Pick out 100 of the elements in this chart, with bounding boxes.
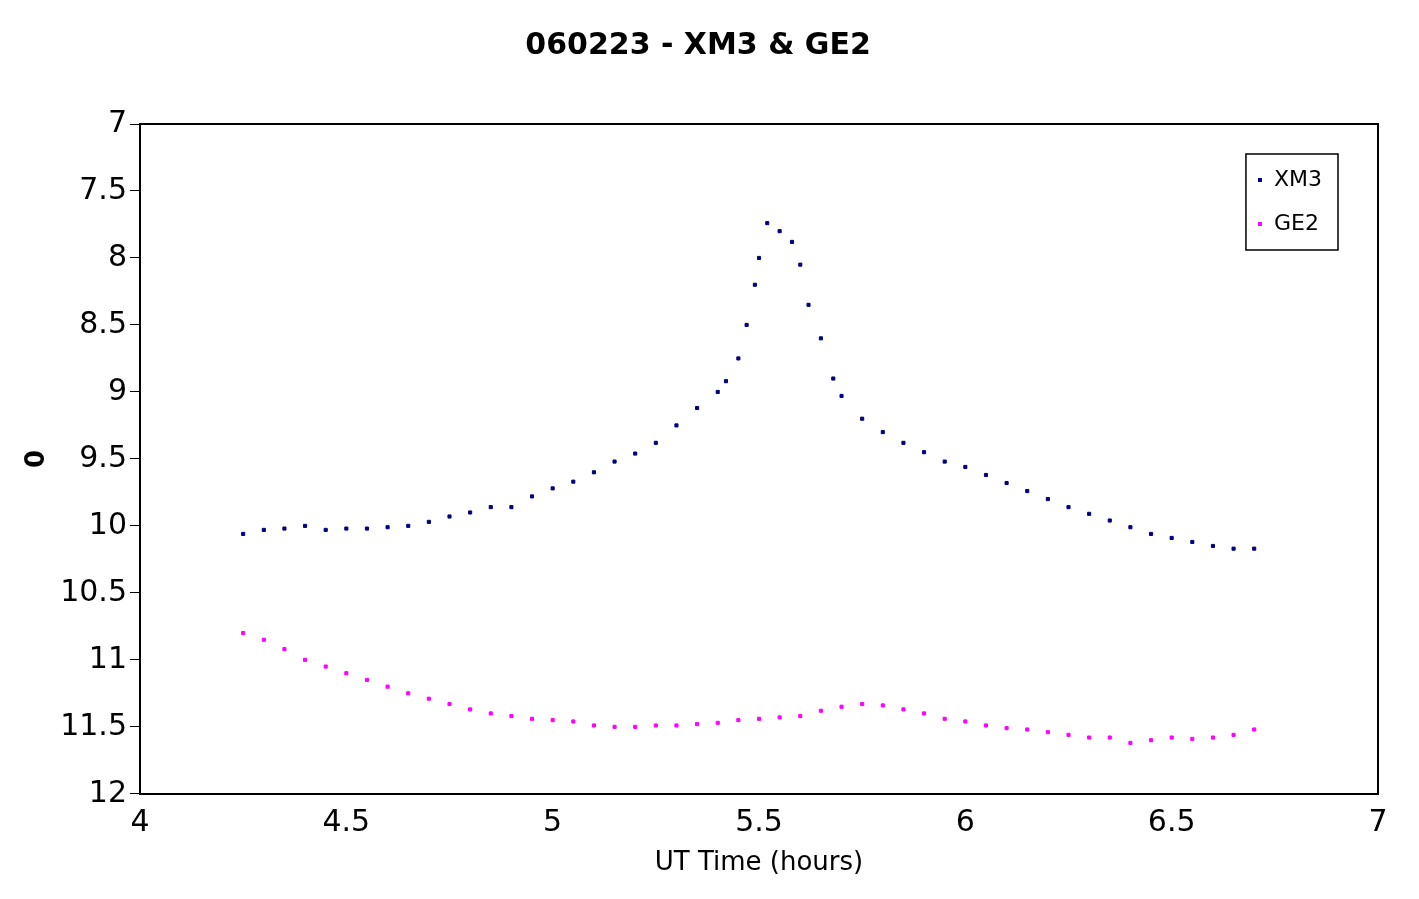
point: [1004, 726, 1009, 731]
y-tick-label: 8: [107, 237, 127, 273]
point: [744, 322, 749, 327]
point: [488, 711, 493, 716]
point: [983, 723, 989, 728]
point: [344, 526, 349, 531]
point: [752, 282, 757, 287]
point: [839, 393, 844, 398]
point: [303, 523, 308, 528]
point: [1252, 727, 1257, 732]
point: [364, 677, 370, 682]
point: [831, 376, 836, 381]
point: [860, 701, 865, 707]
point: [426, 696, 431, 701]
point: [736, 718, 741, 723]
point: [571, 479, 576, 484]
x-tick-label: 4: [130, 802, 150, 838]
point: [1004, 480, 1009, 486]
point: [756, 716, 762, 721]
point: [983, 472, 989, 478]
point: [1045, 730, 1050, 735]
point: [447, 701, 452, 707]
point: [550, 718, 555, 723]
x-tick-label: 7: [1368, 802, 1388, 838]
point: [1087, 735, 1092, 740]
point: [323, 527, 328, 532]
point: [777, 715, 782, 720]
point: [1107, 518, 1112, 523]
point: [303, 657, 308, 662]
point: [282, 647, 287, 652]
point: [406, 523, 411, 528]
y-tick-label: 7: [107, 103, 127, 139]
point: [1252, 546, 1257, 551]
point: [695, 722, 700, 727]
point: [1107, 735, 1112, 740]
point: [633, 724, 638, 729]
point: [529, 494, 535, 499]
x-tick-label: 6.5: [1147, 802, 1196, 838]
y-axis-title: 0: [20, 449, 51, 468]
y-tick-label: 9: [107, 371, 127, 407]
point: [1045, 497, 1050, 502]
point: [723, 379, 729, 384]
point: [1210, 543, 1215, 549]
point: [1148, 738, 1154, 743]
point: [715, 720, 720, 725]
point: [1087, 511, 1092, 516]
point: [344, 671, 349, 676]
point: [880, 703, 885, 708]
y-tick-label: 12: [88, 773, 127, 809]
point: [261, 637, 266, 642]
y-tick-label: 7.5: [79, 170, 127, 206]
point: [942, 459, 947, 464]
point: [860, 416, 865, 421]
point: [765, 221, 770, 226]
point: [1169, 735, 1174, 740]
point: [1231, 546, 1236, 551]
point: [364, 526, 370, 531]
point: [633, 451, 638, 456]
point: [942, 716, 947, 721]
x-tick-label: 5.5: [735, 802, 783, 838]
point: [1066, 505, 1071, 510]
point: [674, 423, 679, 428]
point: [674, 723, 679, 728]
point: [571, 719, 576, 724]
point: [963, 464, 968, 469]
point: [385, 525, 390, 530]
point: [715, 389, 720, 394]
point: [406, 691, 411, 696]
y-tick-label: 10: [88, 505, 127, 541]
point: [426, 519, 431, 524]
point: [529, 716, 535, 721]
point: [1190, 736, 1195, 741]
point: [241, 630, 246, 636]
y-tick-label: 10.5: [60, 572, 127, 608]
point: [282, 526, 287, 531]
point: [1128, 740, 1133, 745]
point: [922, 450, 927, 455]
point: [839, 704, 844, 709]
point: [591, 470, 596, 475]
point: [612, 724, 617, 729]
point: [1066, 732, 1071, 737]
x-tick-label: 5: [543, 802, 563, 838]
point: [1169, 535, 1174, 540]
x-tick-label: 4.5: [322, 802, 371, 838]
point: [591, 723, 596, 728]
point: [550, 486, 555, 491]
point: [901, 440, 906, 445]
point: [323, 664, 328, 669]
point: [736, 356, 741, 361]
point: [789, 239, 795, 244]
point: [901, 707, 906, 712]
point: [777, 229, 782, 234]
point: [756, 255, 762, 261]
x-axis-title: UT Time (hours): [654, 846, 864, 877]
point: [818, 336, 823, 341]
point: [468, 707, 473, 712]
point: [509, 505, 514, 510]
point: [922, 711, 927, 716]
chart-title: 060223 - XM3 & GE2: [525, 25, 871, 61]
point: [385, 684, 390, 689]
